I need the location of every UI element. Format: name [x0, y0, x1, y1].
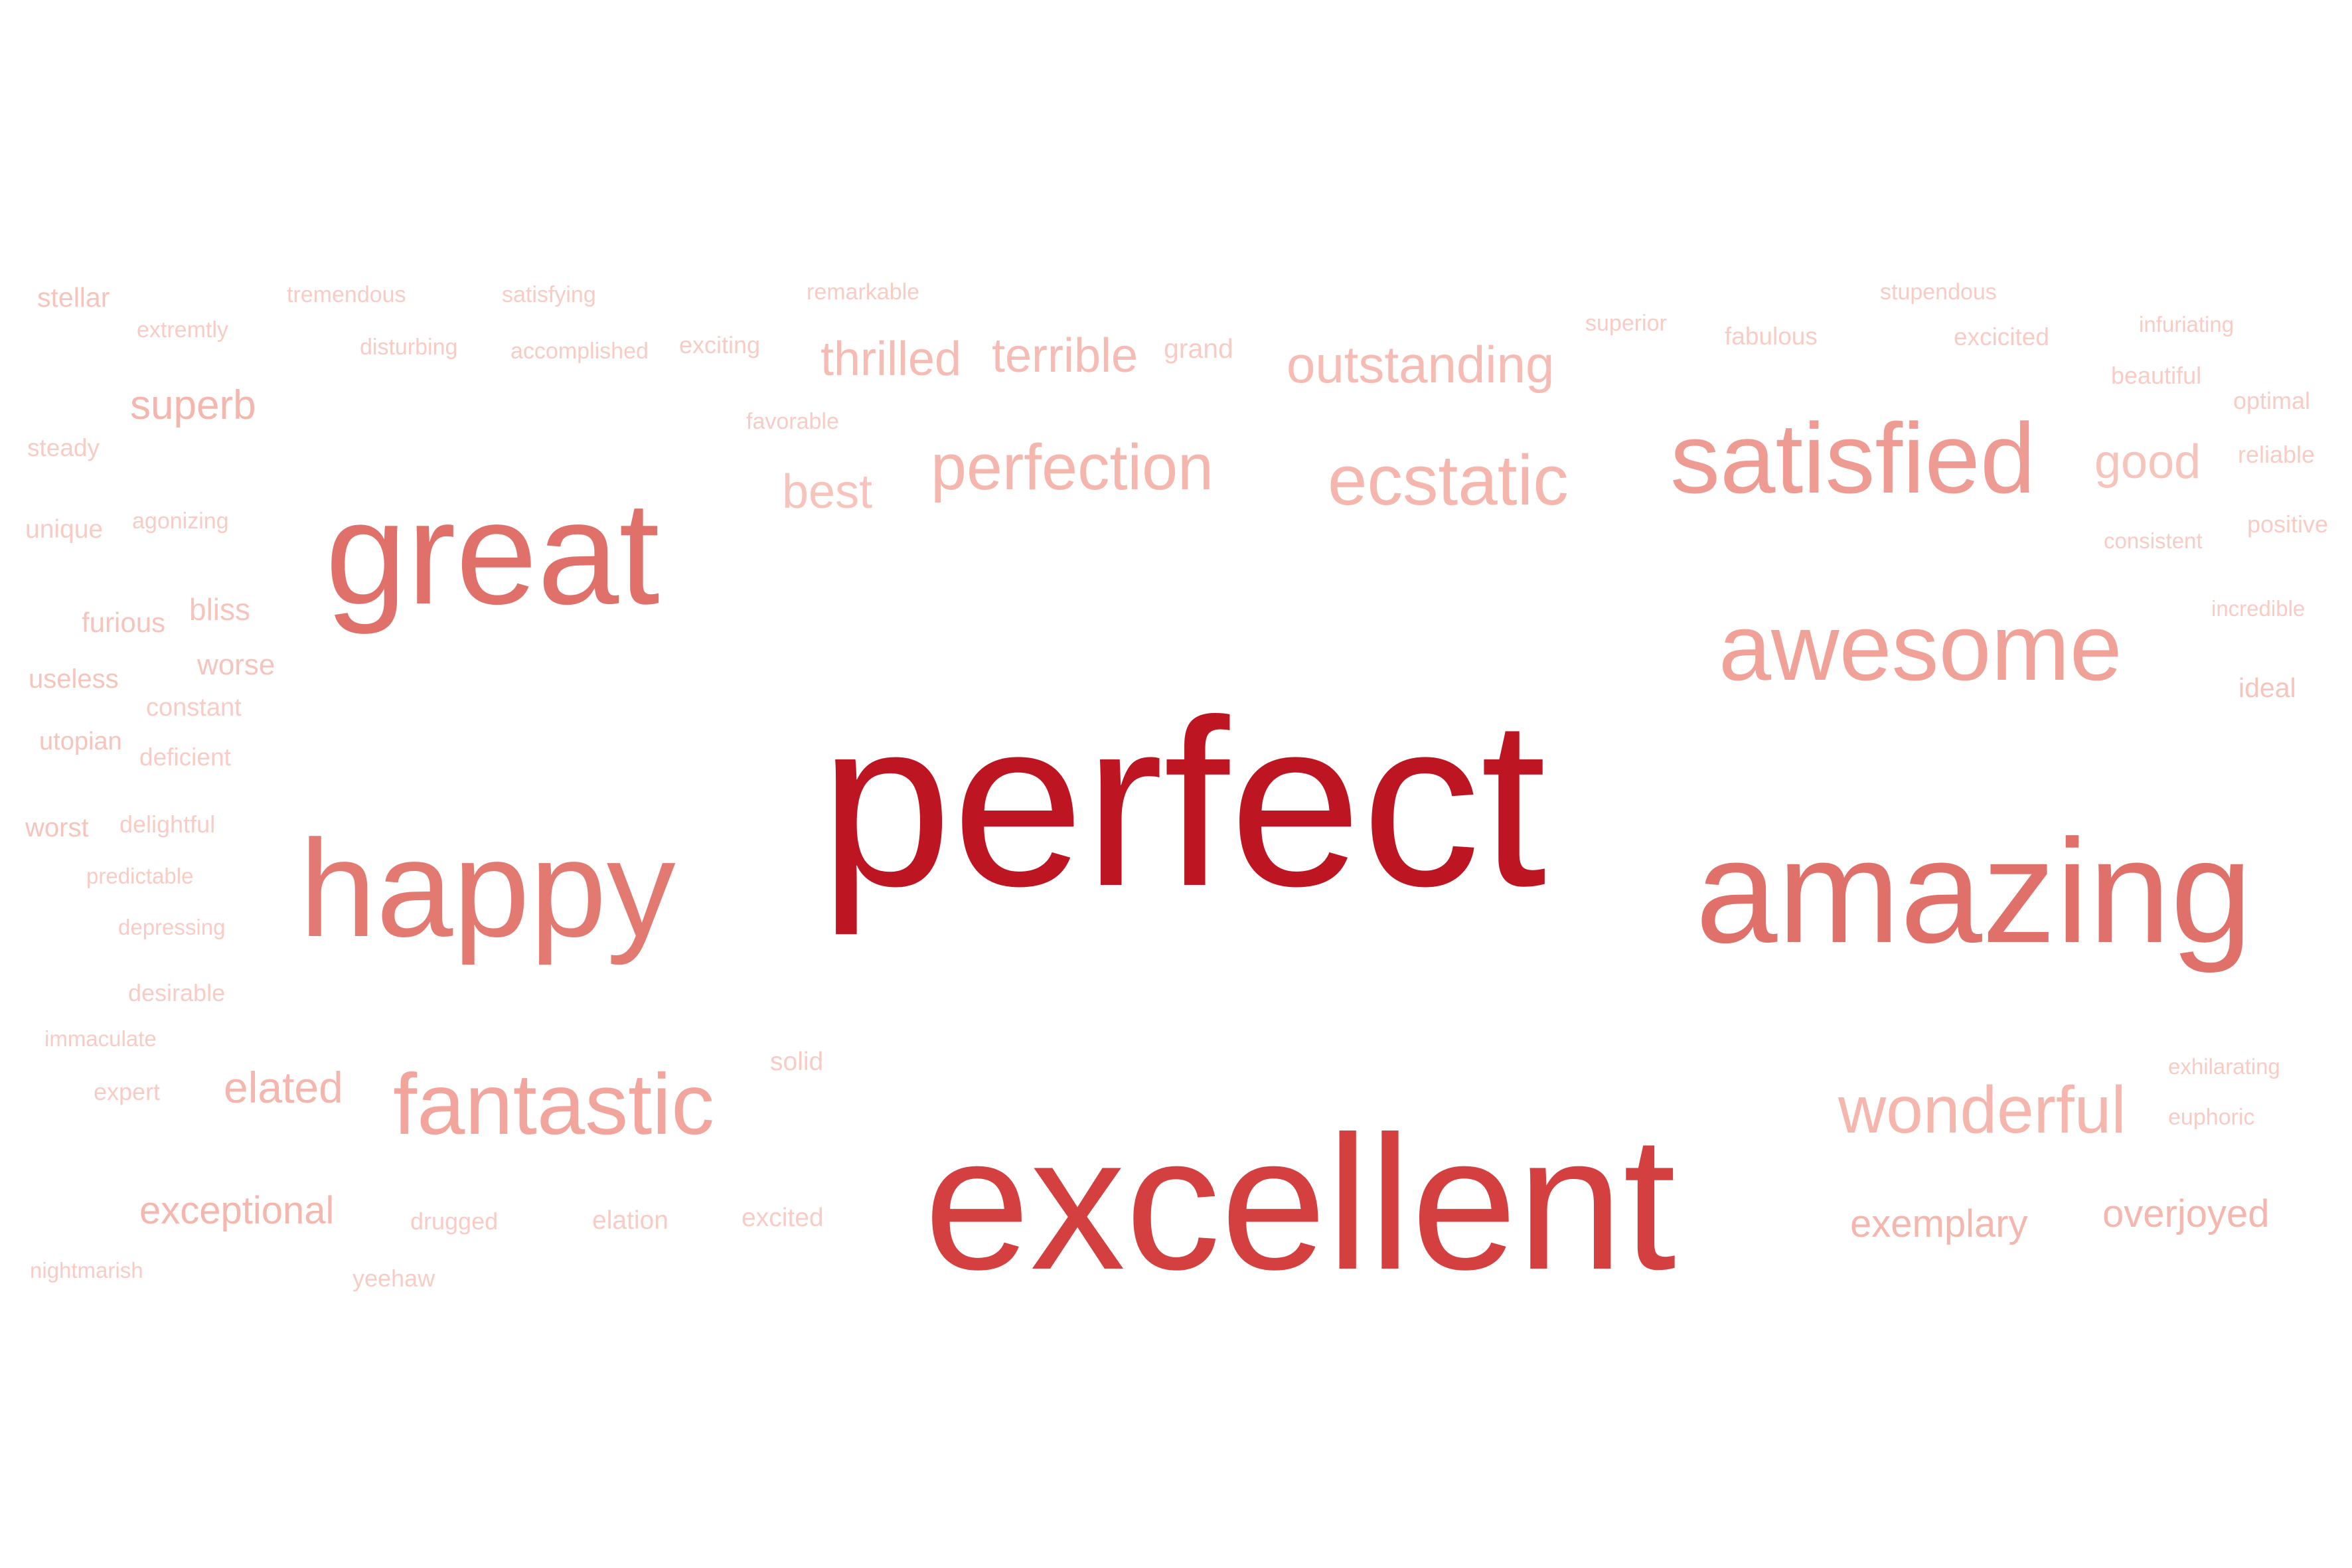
cloud-word-bliss: bliss: [189, 592, 251, 627]
cloud-word-excited: excited: [742, 1204, 824, 1232]
cloud-word-optimal: optimal: [2233, 387, 2311, 414]
cloud-word-nightmarish: nightmarish: [30, 1258, 143, 1283]
cloud-word-thrilled: thrilled: [821, 333, 962, 386]
cloud-word-fabulous: fabulous: [1725, 323, 1818, 350]
cloud-word-predictable: predictable: [86, 864, 194, 888]
cloud-word-immaculate: immaculate: [44, 1026, 157, 1051]
cloud-word-unique: unique: [25, 515, 104, 544]
cloud-word-perfection: perfection: [931, 431, 1214, 503]
cloud-word-incredible: incredible: [2211, 596, 2306, 621]
cloud-word-drugged: drugged: [410, 1208, 499, 1235]
cloud-word-expert: expert: [94, 1078, 161, 1105]
cloud-word-amazing: amazing: [1695, 809, 2253, 974]
cloud-word-awesome: awesome: [1719, 595, 2122, 700]
cloud-word-exciting: exciting: [679, 331, 761, 358]
cloud-word-consistent: consistent: [2104, 528, 2203, 553]
cloud-word-ecstatic: ecstatic: [1328, 440, 1569, 520]
cloud-word-outstanding: outstanding: [1287, 335, 1555, 394]
cloud-word-yeehaw: yeehaw: [353, 1265, 435, 1292]
cloud-word-perfect: perfect: [820, 670, 1547, 935]
cloud-word-infuriating: infuriating: [2139, 312, 2234, 337]
cloud-word-happy: happy: [299, 812, 676, 966]
cloud-word-beautiful: beautiful: [2111, 362, 2202, 389]
cloud-word-extremtly: extremtly: [137, 317, 228, 343]
cloud-word-worse: worse: [197, 649, 275, 681]
cloud-word-wonderful: wonderful: [1838, 1073, 2126, 1147]
cloud-word-excellent: excellent: [924, 1096, 1676, 1309]
cloud-word-stellar: stellar: [37, 282, 110, 313]
cloud-word-furious: furious: [82, 607, 166, 638]
cloud-word-fantastic: fantastic: [393, 1056, 715, 1152]
cloud-word-reliable: reliable: [2238, 441, 2315, 468]
cloud-word-elation: elation: [592, 1206, 668, 1235]
cloud-word-disturbing: disturbing: [360, 335, 458, 360]
cloud-word-ideal: ideal: [2238, 672, 2296, 703]
cloud-word-steady: steady: [27, 434, 100, 461]
cloud-word-exemplary: exemplary: [1850, 1202, 2028, 1245]
cloud-word-favorable: favorable: [746, 409, 839, 434]
cloud-word-satisfying: satisfying: [502, 282, 596, 307]
cloud-word-desirable: desirable: [128, 979, 226, 1006]
cloud-word-good: good: [2094, 435, 2201, 489]
cloud-word-depressing: depressing: [118, 915, 226, 939]
cloud-word-euphoric: euphoric: [2168, 1105, 2255, 1130]
cloud-word-exceptional: exceptional: [139, 1189, 335, 1232]
cloud-word-tremendous: tremendous: [287, 282, 406, 307]
cloud-word-satisfied: satisfied: [1670, 402, 2036, 514]
cloud-word-utopian: utopian: [39, 728, 122, 755]
cloud-word-positive: positive: [2247, 510, 2329, 538]
cloud-word-elated: elated: [224, 1063, 343, 1112]
cloud-word-grand: grand: [1164, 333, 1233, 364]
cloud-word-best: best: [782, 465, 873, 518]
cloud-word-remarkable: remarkable: [807, 279, 920, 305]
cloud-word-excicited: excicited: [1954, 323, 2049, 351]
cloud-word-agonizing: agonizing: [132, 509, 229, 534]
cloud-word-worst: worst: [25, 813, 89, 842]
cloud-word-superb: superb: [130, 382, 256, 428]
cloud-word-overjoyed: overjoyed: [2102, 1192, 2270, 1235]
cloud-word-terrible: terrible: [992, 329, 1138, 382]
cloud-word-exhilarating: exhilarating: [2168, 1054, 2280, 1079]
cloud-word-accomplished: accomplished: [510, 339, 649, 364]
cloud-word-great: great: [325, 471, 660, 635]
cloud-word-solid: solid: [770, 1048, 824, 1076]
cloud-word-deficient: deficient: [139, 744, 231, 771]
cloud-word-superior: superior: [1585, 311, 1667, 336]
cloud-word-stupendous: stupendous: [1880, 279, 1997, 305]
cloud-word-delightful: delightful: [119, 811, 216, 838]
cloud-word-useless: useless: [29, 665, 119, 694]
cloud-word-constant: constant: [146, 694, 242, 722]
